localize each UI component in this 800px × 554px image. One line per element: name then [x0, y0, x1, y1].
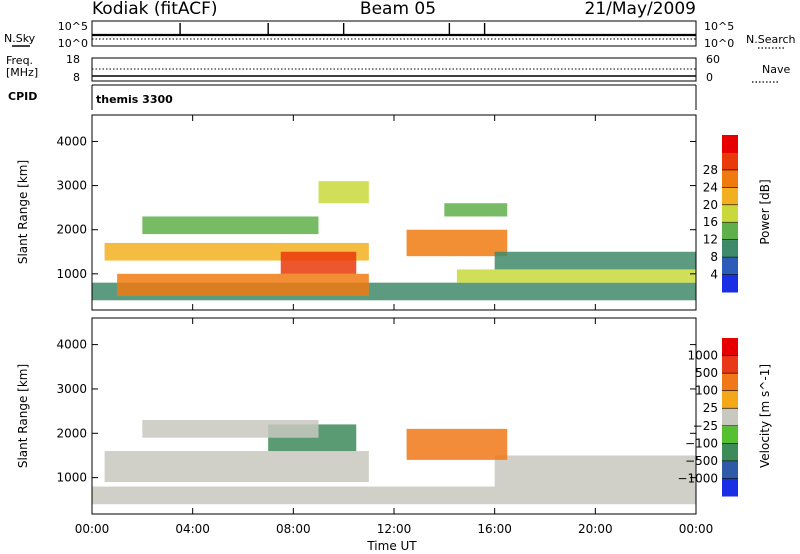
colorbar-tick-label: 1000	[687, 349, 718, 363]
colorbar-swatch	[722, 425, 738, 444]
x-tick-label: 00:00	[679, 522, 714, 536]
velocity-band	[142, 419, 319, 438]
colorbar-tick-label: 4	[710, 268, 718, 282]
nave-tick-bottom: 0	[706, 71, 713, 84]
colorbar-tick-label: 25	[703, 401, 718, 415]
nsearch-label: N.Search	[746, 33, 796, 46]
colorbar-swatch	[722, 187, 738, 206]
nsky-tick-bottom: 10^0	[58, 37, 88, 50]
freq-unit-label: [MHz]	[6, 66, 38, 79]
colorbar-swatch	[722, 443, 738, 462]
x-ticks: 00:00 04:00 08:00 12:00 16:00 20:00 00:00	[75, 115, 714, 536]
velocity-band	[104, 451, 369, 483]
x-axis-label: Time UT	[366, 539, 417, 553]
power-data	[92, 181, 696, 301]
freq-tick-top: 18	[66, 53, 80, 66]
power-band	[494, 251, 696, 270]
velocity-ylabel: Slant Range [km]	[16, 364, 30, 468]
colorbar-swatch	[722, 239, 738, 258]
colorbar-tick-label: 24	[703, 180, 718, 194]
power-band	[142, 216, 319, 235]
y-tick-label: 1000	[56, 267, 87, 281]
colorbar-tick-label: 16	[703, 215, 718, 229]
power-band	[280, 251, 357, 274]
velocity-band	[92, 486, 696, 505]
freq-tick-bottom: 8	[73, 71, 80, 84]
power-colorbar: 4 8 12 16 20 24 28	[703, 135, 738, 293]
colorbar-tick-label: 8	[710, 250, 718, 264]
nsearch-tick-top: 10^5	[704, 20, 734, 33]
beam-title: Beam 05	[360, 0, 436, 19]
x-tick-label: 04:00	[175, 522, 210, 536]
colorbar-swatch	[722, 460, 738, 479]
colorbar-tick-label: −100	[685, 436, 718, 450]
freq-label: Freq.	[6, 54, 33, 67]
colorbar-swatch	[722, 204, 738, 223]
colorbar-tick-label: 12	[703, 233, 718, 247]
cpid-label: CPID	[8, 90, 37, 103]
colorbar-tick-label: 28	[703, 163, 718, 177]
y-tick-label: 3000	[56, 179, 87, 193]
power-colorbar-label: Power [dB]	[758, 179, 772, 244]
velocity-band	[494, 455, 696, 487]
colorbar-swatch	[722, 169, 738, 188]
power-band	[456, 269, 696, 283]
power-band	[318, 181, 369, 204]
colorbar-swatch	[722, 338, 738, 357]
colorbar-tick-label: 20	[703, 198, 718, 212]
colorbar-tick-label: 500	[695, 366, 718, 380]
x-tick-label: 00:00	[75, 522, 110, 536]
x-tick-label: 16:00	[477, 522, 512, 536]
y-tick-label: 2000	[56, 426, 87, 440]
nsky-label: N.Sky	[4, 32, 36, 45]
power-band	[444, 203, 508, 217]
colorbar-swatch	[722, 408, 738, 427]
power-band	[117, 273, 369, 296]
nsky-trace	[92, 23, 696, 40]
cpid-panel	[91, 84, 697, 110]
x-tick-label: 08:00	[276, 522, 311, 536]
colorbar-swatch	[722, 373, 738, 392]
y-tick-label: 3000	[56, 382, 87, 396]
freq-panel	[91, 57, 697, 82]
power-ylabel: Slant Range [km]	[16, 160, 30, 264]
nsearch-tick-bottom: 10^0	[704, 37, 734, 50]
colorbar-tick-label: −25	[693, 419, 718, 433]
velocity-y-ticks: 1000 2000 3000 4000	[56, 338, 696, 485]
colorbar-swatch	[722, 222, 738, 241]
colorbar-swatch	[722, 135, 738, 153]
date-title: 21/May/2009	[585, 0, 697, 19]
x-tick-label: 20:00	[578, 522, 613, 536]
nsky-panel	[91, 20, 697, 47]
station-title: Kodiak (fitACF)	[92, 0, 218, 19]
y-tick-label: 2000	[56, 223, 87, 237]
cpid-value: themis 3300	[96, 93, 173, 106]
velocity-data	[92, 419, 696, 505]
colorbar-swatch	[722, 274, 738, 293]
colorbar-swatch	[722, 478, 738, 497]
y-tick-label: 4000	[56, 134, 87, 148]
colorbar-tick-label: 100	[695, 384, 718, 398]
nave-label: Nave	[762, 63, 790, 76]
power-band	[406, 229, 508, 257]
velocity-colorbar-label: Velocity [m s^-1]	[758, 364, 772, 468]
x-tick-label: 12:00	[377, 522, 412, 536]
y-tick-label: 1000	[56, 471, 87, 485]
colorbar-tick-label: −500	[685, 454, 718, 468]
power-y-ticks: 1000 2000 3000 4000	[56, 134, 696, 281]
colorbar-swatch	[722, 257, 738, 276]
y-tick-label: 4000	[56, 338, 87, 352]
velocity-colorbar: 1000 500 100 25 −25 −100 −500 −1000	[677, 338, 738, 497]
velocity-band	[406, 428, 508, 460]
nsky-tick-top: 10^5	[58, 20, 88, 33]
nave-tick-top: 60	[706, 53, 720, 66]
colorbar-swatch	[722, 390, 738, 409]
colorbar-swatch	[722, 355, 738, 374]
colorbar-tick-label: −1000	[677, 471, 718, 485]
colorbar-swatch	[722, 152, 738, 171]
